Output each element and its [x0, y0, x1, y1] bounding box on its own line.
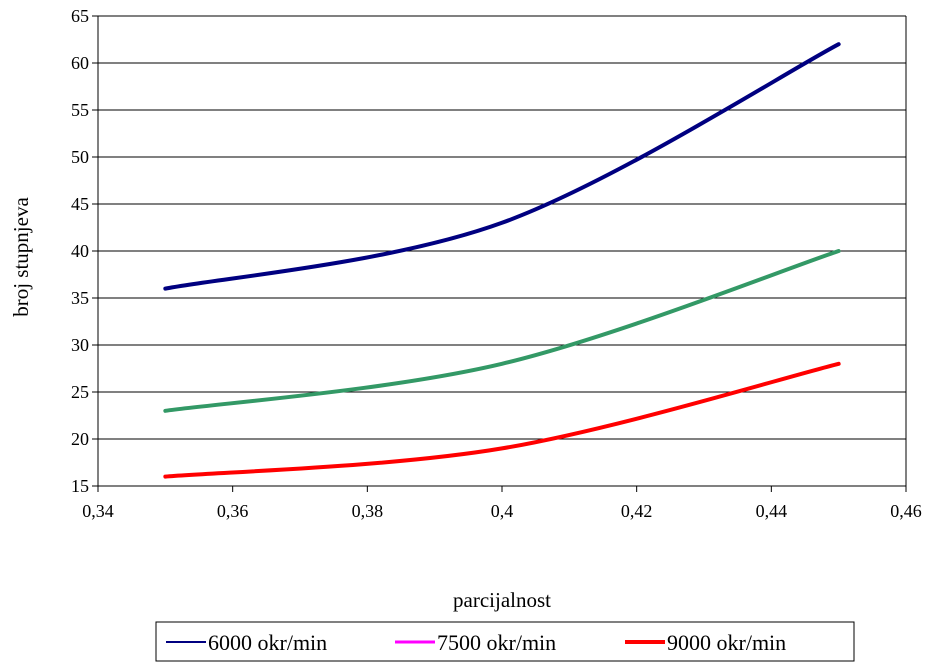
y-tick-label: 15 — [71, 476, 89, 496]
gridlines — [98, 15, 906, 440]
y-axis-title: broj stupnjeva — [9, 197, 33, 317]
x-tick-label: 0,42 — [621, 501, 653, 521]
y-tick-label: 45 — [71, 194, 89, 214]
x-tick-label: 0,44 — [756, 501, 788, 521]
y-tick-label: 35 — [71, 288, 89, 308]
legend-label-1: 6000 okr/min — [208, 630, 327, 655]
x-tick-label: 0,4 — [491, 501, 514, 521]
x-tick-labels: 0,34 0,36 0,38 0,4 0,42 0,44 0,46 — [82, 501, 922, 521]
y-tick-label: 30 — [71, 335, 89, 355]
series-line-3 — [163, 361, 841, 479]
x-tick-label: 0,34 — [82, 501, 114, 521]
legend: 6000 okr/min 7500 okr/min 9000 okr/min — [155, 621, 855, 662]
x-axis-title: parcijalnost — [453, 588, 551, 612]
y-tick-label: 55 — [71, 100, 89, 120]
axes — [92, 15, 907, 492]
legend-label-3: 9000 okr/min — [667, 630, 786, 655]
x-tick-label: 0,36 — [217, 501, 249, 521]
legend-label-2: 7500 okr/min — [437, 630, 556, 655]
y-tick-label: 65 — [71, 6, 89, 26]
y-tick-label: 60 — [71, 53, 89, 73]
y-tick-label: 25 — [71, 382, 89, 402]
series-line-1 — [163, 42, 841, 291]
y-tick-label: 50 — [71, 147, 89, 167]
y-tick-label: 20 — [71, 429, 89, 449]
series-lines — [163, 42, 841, 479]
series-line-2 — [163, 249, 841, 413]
y-tick-labels: 15 20 25 30 35 40 45 50 55 60 65 — [71, 6, 89, 496]
x-tick-label: 0,46 — [890, 501, 922, 521]
y-tick-label: 40 — [71, 241, 89, 261]
legend-box — [155, 621, 855, 662]
x-tick-label: 0,38 — [352, 501, 384, 521]
